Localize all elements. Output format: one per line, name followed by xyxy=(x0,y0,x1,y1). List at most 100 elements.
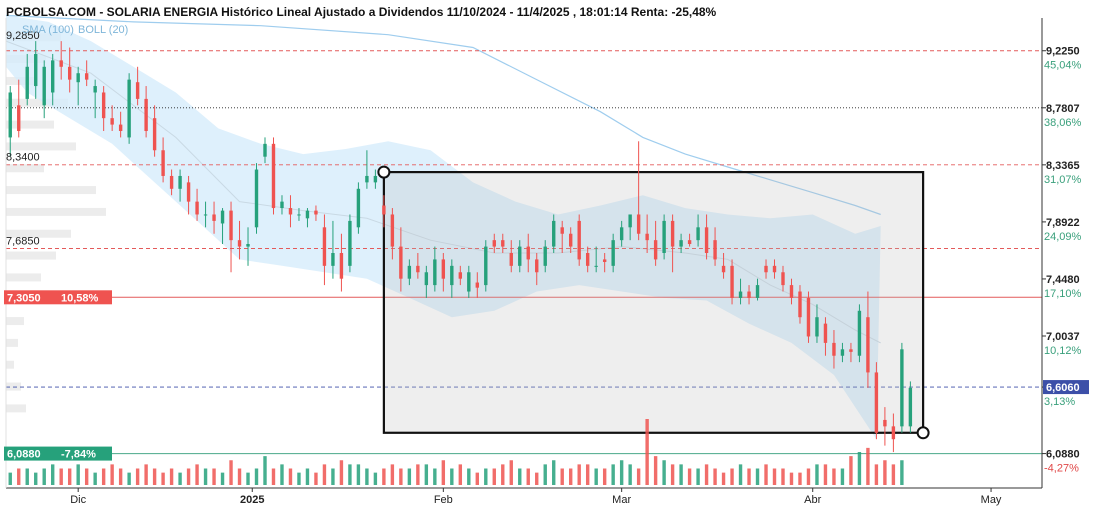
candle-body xyxy=(900,349,904,427)
candle-body xyxy=(365,175,369,183)
candle-body xyxy=(874,372,879,433)
volume-bar xyxy=(424,464,429,485)
candle-body xyxy=(832,342,836,356)
current-price-tag xyxy=(1043,380,1089,395)
candle-body xyxy=(229,210,233,241)
candle-body xyxy=(399,246,403,279)
volume-bar xyxy=(883,460,887,485)
candle xyxy=(840,342,845,363)
volume-bar xyxy=(331,468,335,485)
candle xyxy=(857,304,862,363)
volume-profile-bar xyxy=(6,251,56,260)
candle-body xyxy=(789,285,794,298)
candle xyxy=(883,407,887,446)
candle-body xyxy=(543,246,547,266)
candle-body xyxy=(424,272,429,286)
candle xyxy=(390,208,395,260)
candle xyxy=(467,265,471,298)
volume-bar xyxy=(823,464,828,485)
candle xyxy=(51,53,55,106)
candle-body xyxy=(390,214,395,247)
volume-bar xyxy=(152,468,157,485)
candle xyxy=(764,259,768,279)
candle xyxy=(34,41,38,99)
volume-bar xyxy=(186,468,191,485)
candle-body xyxy=(883,419,887,427)
volume-bar xyxy=(67,468,72,485)
volume-bar xyxy=(747,468,751,485)
candle-body xyxy=(653,240,658,260)
candle xyxy=(577,214,581,266)
candle-body xyxy=(594,265,598,267)
volume-bar xyxy=(687,468,692,485)
volume-bar xyxy=(178,472,182,485)
volume-bar xyxy=(526,468,530,485)
x-axis-label: 2025 xyxy=(240,494,264,506)
right-axis-price-label: 8,3365 xyxy=(1046,160,1080,172)
candle-body xyxy=(67,66,72,80)
volume-bar xyxy=(789,472,794,485)
volume-bar xyxy=(857,452,862,485)
volume-bar xyxy=(339,460,344,485)
candle xyxy=(212,201,216,234)
legend-boll: BOLL (20) xyxy=(78,24,128,36)
candle xyxy=(314,205,318,221)
volume-bar xyxy=(51,464,55,485)
candle-body xyxy=(611,240,615,266)
right-axis-price-label: 8,7807 xyxy=(1046,103,1080,115)
x-axis-label: Dic xyxy=(70,494,86,506)
candle xyxy=(161,137,165,183)
right-axis-price-label: 7,4480 xyxy=(1046,274,1080,286)
candle xyxy=(135,66,140,106)
volume-bar xyxy=(8,472,12,485)
volume-bar xyxy=(475,472,479,485)
volume-bar xyxy=(713,468,717,485)
candle xyxy=(93,79,97,119)
candle xyxy=(169,169,174,196)
candle xyxy=(433,246,437,292)
volume-bar xyxy=(17,468,21,485)
volume-profile-bar xyxy=(6,382,21,391)
volume-bar xyxy=(755,468,760,485)
candle xyxy=(416,253,420,279)
candle-body xyxy=(280,201,284,209)
volume-bar xyxy=(135,468,140,485)
volume-bar xyxy=(254,468,259,485)
candle-body xyxy=(331,253,335,266)
candle xyxy=(619,220,624,247)
right-axis-pct-label: 3,13% xyxy=(1044,396,1075,408)
volume-bar xyxy=(441,460,446,485)
candle-body xyxy=(849,349,853,352)
candle-body xyxy=(382,205,386,215)
x-axis-label: May xyxy=(981,494,1002,506)
candle-body xyxy=(585,253,590,266)
chart-title: PCBOLSA.COM - SOLARIA ENERGIA Histórico … xyxy=(6,5,717,19)
candle xyxy=(823,317,828,356)
candle xyxy=(348,214,352,273)
rectangle-handle[interactable] xyxy=(916,426,930,440)
candle xyxy=(67,47,72,93)
candle xyxy=(713,227,717,266)
drawn-rectangle-box[interactable] xyxy=(382,170,925,434)
volume-profile-bar xyxy=(6,273,41,282)
volume-bar xyxy=(297,472,301,485)
volume-bar xyxy=(382,468,386,485)
candle-body xyxy=(696,227,700,241)
volume-bar xyxy=(815,464,819,485)
volume-bar xyxy=(798,472,802,485)
candle-body xyxy=(237,240,242,247)
right-axis-price-label: 9,2250 xyxy=(1046,46,1080,58)
volume-profile-bar xyxy=(6,207,106,216)
candle xyxy=(594,246,598,273)
candle-body xyxy=(772,265,777,273)
volume-bar xyxy=(450,468,454,485)
candle-body xyxy=(101,92,106,119)
candle-body xyxy=(169,175,174,189)
right-axis-pct-label: 17,10% xyxy=(1044,288,1082,300)
candle-body xyxy=(484,246,488,286)
candle xyxy=(331,220,335,279)
candle xyxy=(670,214,675,273)
candle-body xyxy=(560,227,564,234)
rectangle-handle[interactable] xyxy=(377,165,391,179)
volume-bar xyxy=(636,468,641,485)
